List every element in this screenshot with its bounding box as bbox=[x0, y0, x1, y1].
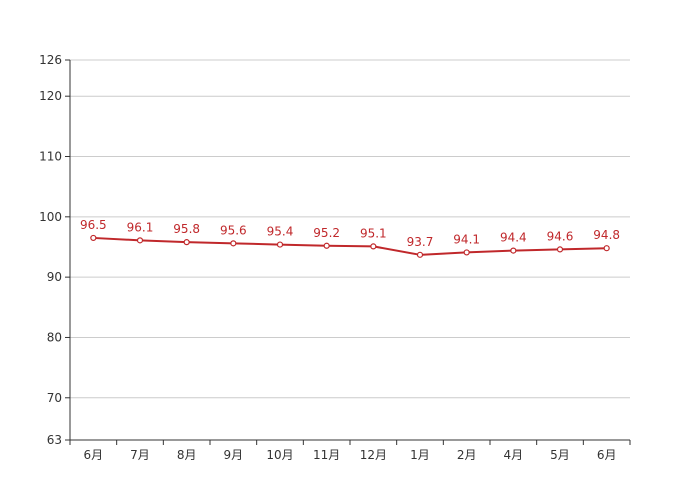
y-tick-label: 70 bbox=[47, 391, 62, 405]
data-point bbox=[510, 247, 517, 254]
y-tick-label: 90 bbox=[47, 270, 62, 284]
y-tick-label: 120 bbox=[39, 89, 62, 103]
data-label: 95.4 bbox=[267, 225, 294, 239]
data-label: 94.1 bbox=[453, 232, 480, 246]
y-tick-label: 100 bbox=[39, 210, 62, 224]
data-point bbox=[276, 241, 284, 248]
data-label: 95.1 bbox=[360, 226, 387, 240]
data-label: 96.1 bbox=[127, 220, 154, 234]
y-tick-label: 63 bbox=[47, 433, 62, 447]
data-point bbox=[90, 234, 97, 242]
data-point bbox=[183, 239, 190, 246]
series-line-group bbox=[90, 234, 610, 258]
data-point bbox=[556, 246, 564, 253]
data-point bbox=[463, 249, 470, 256]
data-label: 95.2 bbox=[313, 226, 340, 240]
data-label: 94.6 bbox=[547, 229, 574, 243]
x-tick-label: 12月 bbox=[360, 448, 387, 462]
data-point bbox=[370, 243, 377, 250]
data-point bbox=[416, 251, 424, 258]
x-tick-label: 5月 bbox=[550, 448, 570, 462]
gridlines bbox=[70, 59, 630, 399]
data-label: 95.6 bbox=[220, 223, 247, 237]
data-point bbox=[323, 242, 330, 249]
data-label: 94.4 bbox=[500, 231, 527, 245]
x-tick-label: 11月 bbox=[313, 448, 340, 462]
data-label: 93.7 bbox=[407, 235, 434, 249]
x-tick-label: 9月 bbox=[224, 448, 244, 462]
y-tick-label: 110 bbox=[39, 150, 62, 164]
data-label: 94.8 bbox=[593, 228, 620, 242]
x-tick-label: 10月 bbox=[266, 448, 293, 462]
x-tick-label: 7月 bbox=[130, 448, 150, 462]
x-tick-label: 6月 bbox=[597, 448, 617, 462]
axes: 63 70 80 90 100 110 120 126 6月 7月 8月 9月 10月 11月 12月 1月 2… bbox=[39, 53, 631, 462]
data-label: 96.5 bbox=[80, 218, 107, 232]
data-point bbox=[603, 245, 610, 252]
data-label: 95.8 bbox=[173, 222, 200, 236]
data-point bbox=[230, 240, 237, 247]
x-tick-label: 6月 bbox=[84, 448, 104, 462]
y-tick-label: 126 bbox=[39, 53, 62, 67]
x-tick-label: 8月 bbox=[177, 448, 197, 462]
data-point bbox=[136, 237, 144, 244]
data-labels: 96.5 96.1 95.8 95.6 95.4 95.2 95.1 93.7 94.1 94.4… bbox=[80, 218, 620, 249]
y-tick-label: 80 bbox=[47, 330, 62, 344]
x-tick-label: 4月 bbox=[504, 448, 524, 462]
series-line bbox=[93, 236, 607, 256]
x-tick-label: 1月 bbox=[410, 448, 430, 462]
x-tick-label: 2月 bbox=[457, 448, 477, 462]
